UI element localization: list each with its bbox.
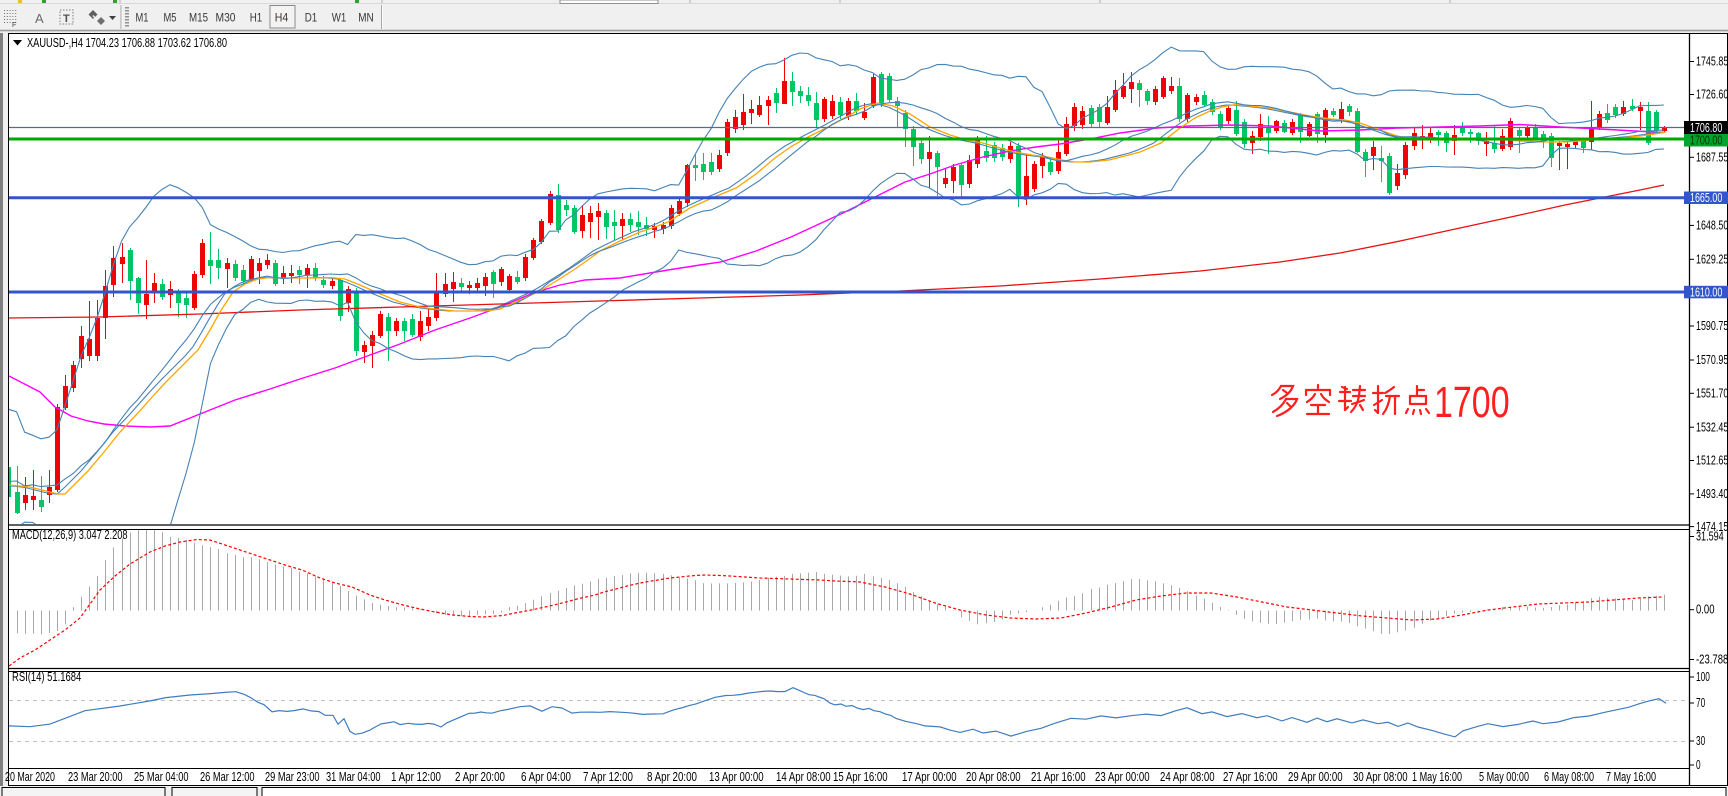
svg-text:1706.80: 1706.80 [1690,120,1722,135]
svg-text:1745.85: 1745.85 [1696,54,1728,69]
svg-text:21 Apr 16:00: 21 Apr 16:00 [1031,770,1086,784]
svg-text:A: A [35,11,44,26]
svg-text:30 Apr 08:00: 30 Apr 08:00 [1353,770,1408,784]
svg-text:1512.65: 1512.65 [1696,453,1728,468]
svg-text:0.00: 0.00 [1696,603,1715,617]
svg-text:RSI(14) 51.1684: RSI(14) 51.1684 [12,670,81,684]
svg-text:1648.50: 1648.50 [1696,218,1728,233]
svg-text:1610.00: 1610.00 [1690,284,1722,299]
svg-text:8 Apr 20:00: 8 Apr 20:00 [647,770,697,784]
svg-text:20 Apr 08:00: 20 Apr 08:00 [966,770,1021,784]
svg-text:F: F [12,22,16,29]
svg-text:M15: M15 [189,11,208,25]
svg-text:29 Apr 00:00: 29 Apr 00:00 [1288,770,1343,784]
svg-text:15 Apr 16:00: 15 Apr 16:00 [833,770,888,784]
svg-text:5 May 00:00: 5 May 00:00 [1479,770,1529,784]
svg-text:6 May 08:00: 6 May 08:00 [1544,770,1594,784]
svg-text:D1: D1 [305,11,318,25]
svg-text:23 Mar 20:00: 23 Mar 20:00 [68,770,123,784]
svg-text:T: T [63,13,70,25]
svg-text:-23.788: -23.788 [1696,653,1728,667]
svg-text:1687.55: 1687.55 [1696,150,1728,165]
svg-text:6 Apr 04:00: 6 Apr 04:00 [521,770,571,784]
svg-text:1532.45: 1532.45 [1696,419,1728,434]
svg-text:20 Mar 2020: 20 Mar 2020 [5,770,55,784]
svg-text:H1: H1 [250,11,263,25]
svg-text:17 Apr 00:00: 17 Apr 00:00 [902,770,957,784]
svg-text:1665.00: 1665.00 [1690,190,1722,205]
svg-text:7 Apr 12:00: 7 Apr 12:00 [583,770,633,784]
svg-text:100: 100 [1696,670,1710,684]
svg-text:0: 0 [1696,758,1701,772]
svg-text:H4: H4 [275,11,289,25]
svg-text:XAUUSD-,H4 1704.23 1706.88 17: XAUUSD-,H4 1704.23 1706.88 1703.62 1706.… [27,36,227,50]
svg-text:24 Apr 08:00: 24 Apr 08:00 [1160,770,1215,784]
svg-text:1493.40: 1493.40 [1696,486,1728,501]
svg-text:23 Apr 00:00: 23 Apr 00:00 [1095,770,1150,784]
svg-text:MACD(12,26,9) 3.047 2.208: MACD(12,26,9) 3.047 2.208 [12,528,128,542]
svg-text:1590.75: 1590.75 [1696,318,1728,333]
svg-text:1 May 16:00: 1 May 16:00 [1412,770,1462,784]
svg-text:30: 30 [1696,734,1705,748]
svg-text:25 Mar 04:00: 25 Mar 04:00 [134,770,189,784]
svg-text:1726.60: 1726.60 [1696,87,1728,102]
svg-text:1629.25: 1629.25 [1696,252,1728,267]
svg-text:7 May 16:00: 7 May 16:00 [1606,770,1656,784]
svg-text:31.594: 31.594 [1696,530,1724,544]
svg-text:70: 70 [1696,696,1705,710]
svg-text:27 Apr 16:00: 27 Apr 16:00 [1223,770,1278,784]
svg-text:1700: 1700 [1434,378,1510,427]
svg-text:29 Mar 23:00: 29 Mar 23:00 [265,770,320,784]
svg-text:M5: M5 [164,11,177,25]
svg-text:31 Mar 04:00: 31 Mar 04:00 [326,770,381,784]
svg-text:2 Apr 20:00: 2 Apr 20:00 [455,770,505,784]
svg-text:M1: M1 [136,11,149,25]
svg-text:14 Apr 08:00: 14 Apr 08:00 [776,770,831,784]
svg-text:26 Mar 12:00: 26 Mar 12:00 [200,770,255,784]
svg-text:1551.70: 1551.70 [1696,386,1728,401]
svg-text:M30: M30 [216,11,236,25]
svg-text:1 Apr 12:00: 1 Apr 12:00 [391,770,441,784]
svg-text:1570.95: 1570.95 [1696,352,1728,367]
svg-text:13 Apr 00:00: 13 Apr 00:00 [709,770,764,784]
svg-text:1474.15: 1474.15 [1696,519,1728,534]
svg-text:W1: W1 [332,11,347,25]
svg-text:1700.00: 1700.00 [1690,133,1722,148]
svg-text:MN: MN [358,11,374,25]
